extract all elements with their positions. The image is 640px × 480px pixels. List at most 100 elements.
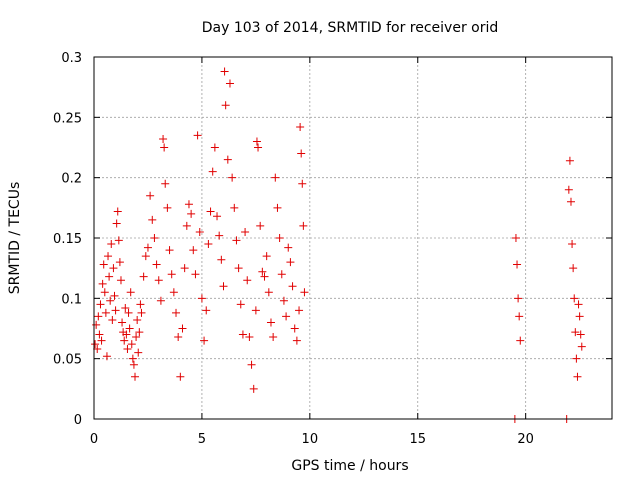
data-point xyxy=(172,308,181,317)
data-point xyxy=(247,360,256,369)
data-point xyxy=(236,300,245,309)
data-point xyxy=(94,312,103,321)
x-tick-label: 20 xyxy=(517,432,534,447)
data-point xyxy=(91,340,100,349)
data-point xyxy=(100,288,109,297)
data-point xyxy=(123,345,132,354)
data-point xyxy=(101,308,110,317)
data-point xyxy=(275,234,284,242)
data-point xyxy=(98,279,107,288)
data-point xyxy=(571,328,580,337)
data-point xyxy=(213,212,222,221)
data-point xyxy=(193,131,202,140)
data-point xyxy=(575,312,584,321)
data-point xyxy=(271,173,280,182)
data-point xyxy=(128,354,137,363)
data-point xyxy=(102,352,111,361)
data-point xyxy=(113,207,122,216)
grid xyxy=(94,57,612,419)
data-point xyxy=(262,252,271,261)
data-point xyxy=(165,246,174,255)
data-point xyxy=(161,179,170,188)
data-point xyxy=(95,330,104,339)
y-axis-label: SRMTID / TECUs xyxy=(7,182,23,295)
y-tick-label: 0 xyxy=(74,413,82,428)
data-point xyxy=(277,270,286,279)
data-point xyxy=(219,282,228,291)
data-point xyxy=(187,209,196,218)
data-point xyxy=(217,255,226,264)
data-point xyxy=(141,252,150,261)
data-point xyxy=(129,360,138,369)
data-point xyxy=(570,294,579,303)
data-point xyxy=(178,324,187,333)
data-point xyxy=(516,336,525,345)
data-point xyxy=(112,219,121,228)
data-point xyxy=(204,240,213,249)
data-point xyxy=(223,155,232,164)
data-point xyxy=(576,330,585,339)
data-point xyxy=(206,207,215,216)
data-point xyxy=(127,340,136,349)
data-point xyxy=(126,288,135,297)
data-point xyxy=(569,264,578,273)
data-point xyxy=(109,264,118,273)
data-point xyxy=(279,296,288,305)
data-point xyxy=(230,203,239,212)
data-point xyxy=(106,296,115,305)
data-point xyxy=(148,215,157,224)
data-point xyxy=(189,246,198,255)
data-point xyxy=(108,316,117,325)
data-point xyxy=(225,79,234,88)
data-point xyxy=(176,372,185,381)
data-point xyxy=(249,384,258,393)
data-point xyxy=(156,296,165,305)
data-point xyxy=(104,252,113,261)
data-point xyxy=(515,312,524,321)
data-point xyxy=(292,336,301,345)
chart-title: Day 103 of 2014, SRMTID for receiver ori… xyxy=(202,20,499,36)
data-point xyxy=(300,288,309,297)
data-point xyxy=(577,342,586,351)
data-point xyxy=(92,320,101,329)
data-point xyxy=(208,167,217,176)
data-point xyxy=(511,234,520,242)
data-point xyxy=(182,221,191,230)
data-points xyxy=(91,67,586,423)
data-point xyxy=(159,135,168,144)
data-point xyxy=(197,294,206,303)
data-point xyxy=(191,270,200,279)
data-point xyxy=(232,236,241,245)
data-point xyxy=(122,330,131,339)
data-point xyxy=(215,231,224,240)
plot-frame xyxy=(93,56,613,420)
y-tick-label: 0.1 xyxy=(61,292,82,307)
x-tick-label: 0 xyxy=(90,432,98,447)
data-point xyxy=(160,143,169,152)
x-axis-label: GPS time / hours xyxy=(291,458,408,474)
data-point xyxy=(245,332,254,341)
data-point xyxy=(167,270,176,279)
data-point xyxy=(150,234,159,242)
data-point xyxy=(163,203,172,212)
x-tick-label: 5 xyxy=(198,432,206,447)
data-point xyxy=(572,354,581,363)
data-point xyxy=(258,267,267,276)
data-point xyxy=(110,291,119,300)
data-point xyxy=(105,272,114,281)
data-point xyxy=(256,221,265,230)
data-point xyxy=(273,203,282,212)
data-point xyxy=(286,258,295,267)
y-tick-label: 0.05 xyxy=(53,353,82,368)
data-point xyxy=(299,221,308,230)
data-point xyxy=(143,243,152,252)
y-tick-labels: 0 0.05 0.1 0.15 0.2 0.25 0.3 xyxy=(53,51,82,428)
data-point xyxy=(234,264,243,273)
x-tick-label: 10 xyxy=(302,432,319,447)
data-point xyxy=(114,236,123,245)
x-tick-labels: 0 5 10 15 20 xyxy=(90,432,534,447)
data-point xyxy=(137,308,146,317)
data-point xyxy=(111,306,120,315)
data-point xyxy=(254,143,263,152)
data-point xyxy=(200,336,209,345)
